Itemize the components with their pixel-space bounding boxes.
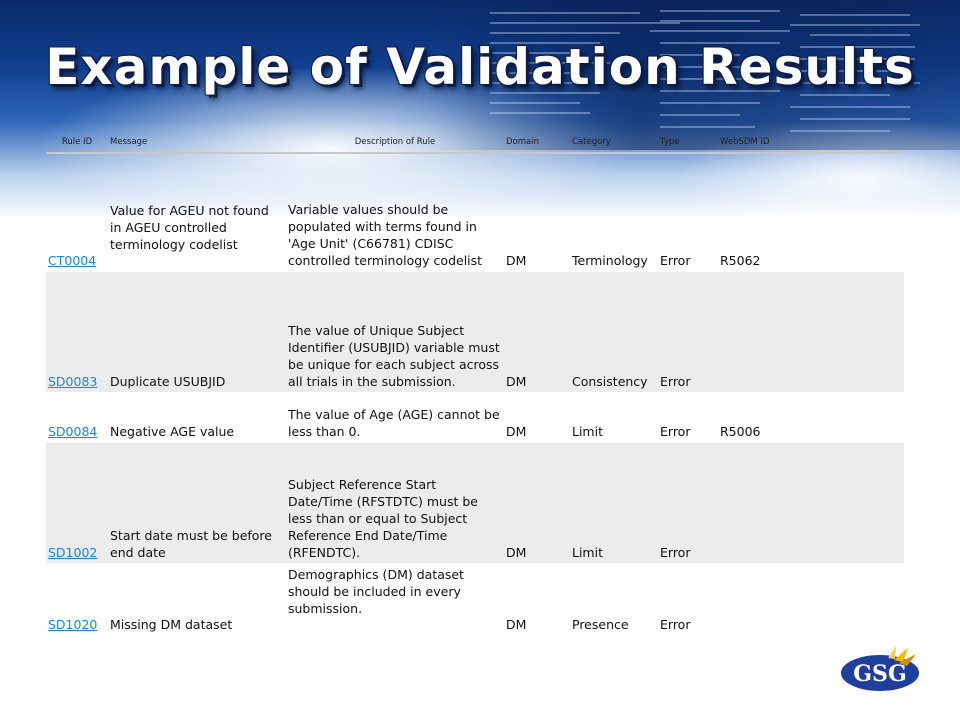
domain-cell: DM — [506, 616, 527, 632]
message-cell: Value for AGEU not found in AGEU control… — [110, 202, 269, 252]
type-cell: Error — [660, 252, 691, 268]
category-cell: Limit — [572, 423, 603, 439]
table-row: SD1002 Start date must be before end dat… — [46, 442, 904, 563]
header-domain: Domain — [504, 132, 570, 154]
logo-ellipse — [839, 653, 921, 693]
domain-cell: DM — [506, 252, 527, 268]
category-cell: Consistency — [570, 271, 658, 392]
description-cell: Variable values should be populated with… — [288, 201, 483, 268]
logo-accent-ray — [894, 648, 908, 662]
header-category: Category — [570, 132, 658, 154]
domain-cell: DM — [506, 423, 527, 439]
rule-id-cell: SD0084 — [46, 392, 108, 442]
validation-results-table: Rule ID Message Description of Rule Doma… — [46, 132, 904, 636]
table-row: CT0004 Value for AGEU not found in AGEU … — [46, 153, 904, 271]
websdm-id-cell — [718, 563, 904, 635]
message-cell: Duplicate USUBJID — [108, 271, 286, 392]
rule-id-link[interactable]: SD1020 — [48, 616, 98, 632]
table-row: SD0084 Negative AGE value The value of A… — [46, 392, 904, 442]
rule-id-link[interactable]: SD0083 — [48, 373, 98, 389]
category-cell: Terminology — [572, 252, 648, 268]
rule-id-cell: CT0004 — [46, 153, 108, 271]
message-cell: Start date must be before end date — [108, 442, 286, 563]
description-cell: The value of Age (AGE) cannot be less th… — [288, 406, 500, 439]
domain-cell: DM — [504, 271, 570, 392]
message-cell: Missing DM dataset — [110, 616, 233, 632]
slide-title: Example of Validation Results — [45, 38, 915, 96]
rule-id-link[interactable]: SD0084 — [48, 423, 98, 439]
rule-id-link[interactable]: CT0004 — [48, 252, 97, 268]
table-row: SD0083 Duplicate USUBJID The value of Un… — [46, 271, 904, 392]
header-message: Message — [108, 132, 286, 154]
description-cell: The value of Unique Subject Identifier (… — [286, 271, 504, 392]
websdm-id-cell — [718, 271, 904, 392]
logo-text: GSG — [853, 661, 906, 687]
description-cell: Subject Reference Start Date/Time (RFSTD… — [286, 442, 504, 563]
background-text-lines — [490, 6, 930, 146]
banner-glow — [430, 0, 960, 150]
websdm-id-cell: R5006 — [720, 423, 761, 439]
type-cell: Error — [660, 423, 691, 439]
category-cell: Presence — [572, 616, 629, 632]
type-cell: Error — [658, 442, 718, 563]
type-cell: Error — [660, 616, 691, 632]
header-description: Description of Rule — [286, 132, 504, 154]
table-header-row: Rule ID Message Description of Rule Doma… — [46, 132, 904, 154]
message-cell: Negative AGE value — [110, 423, 235, 439]
header-type: Type — [658, 132, 718, 154]
logo-accent-ray — [899, 654, 916, 666]
category-cell: Limit — [570, 442, 658, 563]
websdm-id-cell — [718, 442, 904, 563]
rule-id-link[interactable]: SD1002 — [48, 544, 98, 560]
logo-accent-ray — [888, 646, 896, 659]
rule-id-cell: SD1020 — [46, 563, 108, 635]
rule-id-cell: SD0083 — [46, 271, 108, 392]
header-websdm-id: WebSDM ID — [718, 132, 904, 154]
gsg-logo: GSG — [839, 646, 921, 693]
domain-cell: DM — [504, 442, 570, 563]
websdm-id-cell: R5062 — [720, 252, 761, 268]
header-rule-id: Rule ID — [46, 132, 108, 154]
description-cell: Demographics (DM) dataset should be incl… — [288, 566, 464, 616]
table-row: SD1020 Missing DM dataset Demographics (… — [46, 563, 904, 635]
header-banner: Example of Validation Results — [0, 0, 960, 220]
rule-id-cell: SD1002 — [46, 442, 108, 563]
type-cell: Error — [658, 271, 718, 392]
